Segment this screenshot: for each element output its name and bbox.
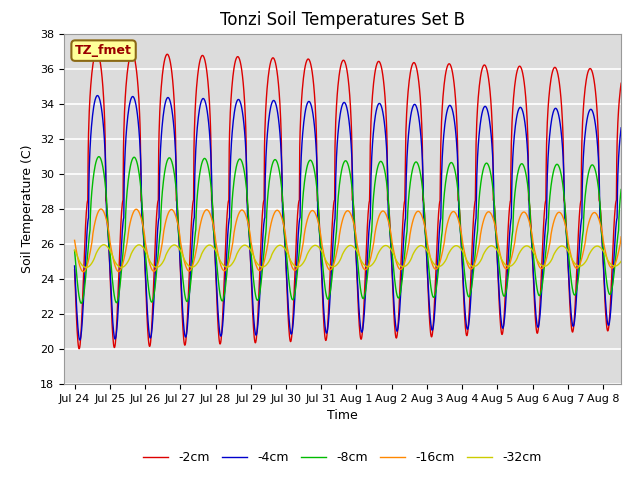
-4cm: [71, 263, 79, 269]
-8cm: [342, 158, 350, 164]
-4cm: [490, 215, 498, 221]
-4cm: [93, 93, 101, 98]
-2cm: [635, 258, 640, 264]
-32cm: [159, 258, 167, 264]
-8cm: [77, 300, 85, 306]
Title: Tonzi Soil Temperatures Set B: Tonzi Soil Temperatures Set B: [220, 11, 465, 29]
-16cm: [635, 238, 640, 243]
-2cm: [628, 102, 636, 108]
-2cm: [71, 267, 79, 273]
Line: -16cm: -16cm: [75, 209, 639, 272]
-8cm: [95, 154, 102, 159]
-16cm: [159, 230, 167, 236]
-2cm: [75, 346, 83, 351]
-4cm: [159, 111, 167, 117]
-8cm: [159, 178, 167, 184]
Line: -32cm: -32cm: [75, 245, 639, 267]
-4cm: [628, 132, 636, 138]
-16cm: [332, 254, 340, 260]
-32cm: [635, 248, 640, 254]
-16cm: [71, 238, 79, 243]
-16cm: [490, 219, 498, 225]
-2cm: [159, 63, 167, 69]
Y-axis label: Soil Temperature (C): Soil Temperature (C): [22, 144, 35, 273]
-4cm: [635, 257, 640, 263]
-32cm: [83, 264, 90, 270]
-16cm: [573, 265, 580, 271]
-8cm: [71, 248, 79, 253]
-2cm: [93, 49, 100, 55]
-16cm: [79, 269, 87, 275]
-16cm: [97, 206, 105, 212]
Text: TZ_fmet: TZ_fmet: [75, 44, 132, 57]
-8cm: [635, 245, 640, 251]
Line: -4cm: -4cm: [75, 96, 639, 340]
-4cm: [342, 103, 350, 109]
-2cm: [573, 268, 580, 274]
-4cm: [332, 175, 340, 181]
-4cm: [76, 337, 84, 343]
-16cm: [628, 212, 636, 217]
-8cm: [332, 235, 340, 240]
X-axis label: Time: Time: [327, 409, 358, 422]
-4cm: [573, 290, 580, 296]
-32cm: [490, 244, 498, 250]
Line: -2cm: -2cm: [75, 52, 639, 348]
-8cm: [490, 197, 498, 203]
-2cm: [342, 64, 350, 70]
-8cm: [628, 173, 636, 179]
Line: -8cm: -8cm: [75, 156, 639, 303]
Legend: -2cm, -4cm, -8cm, -16cm, -32cm: -2cm, -4cm, -8cm, -16cm, -32cm: [138, 446, 547, 469]
-2cm: [332, 118, 340, 124]
-32cm: [628, 243, 636, 249]
-16cm: [342, 208, 350, 214]
-32cm: [332, 263, 340, 269]
-2cm: [490, 200, 498, 206]
-32cm: [573, 262, 580, 268]
-8cm: [573, 287, 580, 292]
-32cm: [342, 245, 350, 251]
-32cm: [100, 242, 108, 248]
-32cm: [71, 247, 79, 253]
